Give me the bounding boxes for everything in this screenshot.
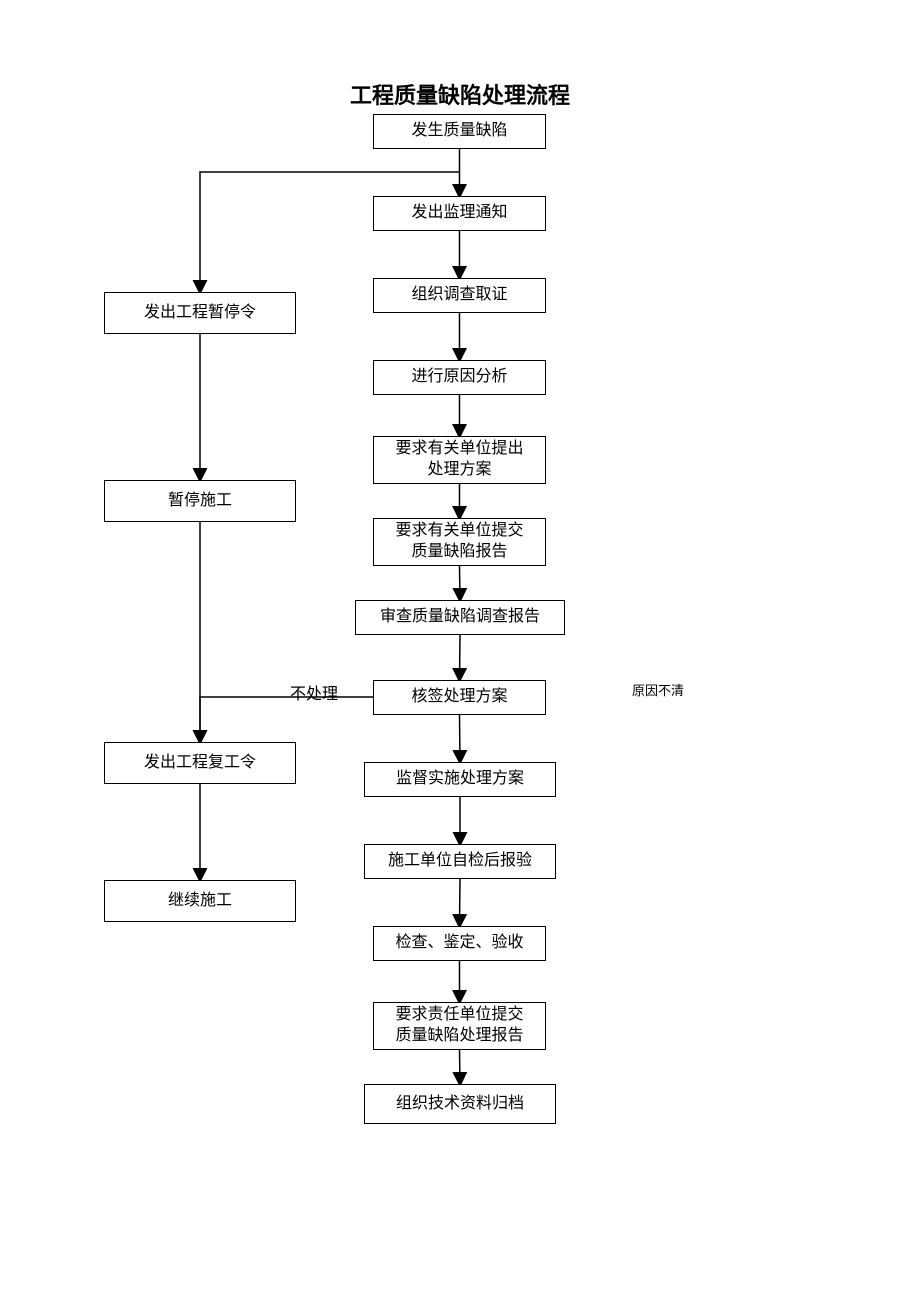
flowchart-node-n9: 监督实施处理方案	[364, 762, 556, 797]
flowchart-label-0: 不处理	[290, 680, 338, 704]
flowchart-node-n1: 发生质量缺陷	[373, 114, 546, 149]
flowchart-node-s4: 继续施工	[104, 880, 296, 922]
flowchart-node-n2: 发出监理通知	[373, 196, 546, 231]
flowchart-node-s3: 发出工程复工令	[104, 742, 296, 784]
flowchart-label-1: 原因不清	[632, 680, 684, 699]
flowchart-node-n5: 要求有关单位提出处理方案	[373, 436, 546, 484]
flowchart-title: 工程质量缺陷处理流程	[0, 78, 920, 110]
flowchart-node-n11: 检查、鉴定、验收	[373, 926, 546, 961]
flowchart-node-n10: 施工单位自检后报验	[364, 844, 556, 879]
flowchart-node-s2: 暂停施工	[104, 480, 296, 522]
flowchart-node-n6: 要求有关单位提交质量缺陷报告	[373, 518, 546, 566]
flowchart-node-n8: 核签处理方案	[373, 680, 546, 715]
flowchart-node-s1: 发出工程暂停令	[104, 292, 296, 334]
flowchart-node-n3: 组织调查取证	[373, 278, 546, 313]
flowchart-node-n13: 组织技术资料归档	[364, 1084, 556, 1124]
flowchart-node-n4: 进行原因分析	[373, 360, 546, 395]
flowchart-node-n12: 要求责任单位提交质量缺陷处理报告	[373, 1002, 546, 1050]
flowchart-node-n7: 审查质量缺陷调查报告	[355, 600, 565, 635]
